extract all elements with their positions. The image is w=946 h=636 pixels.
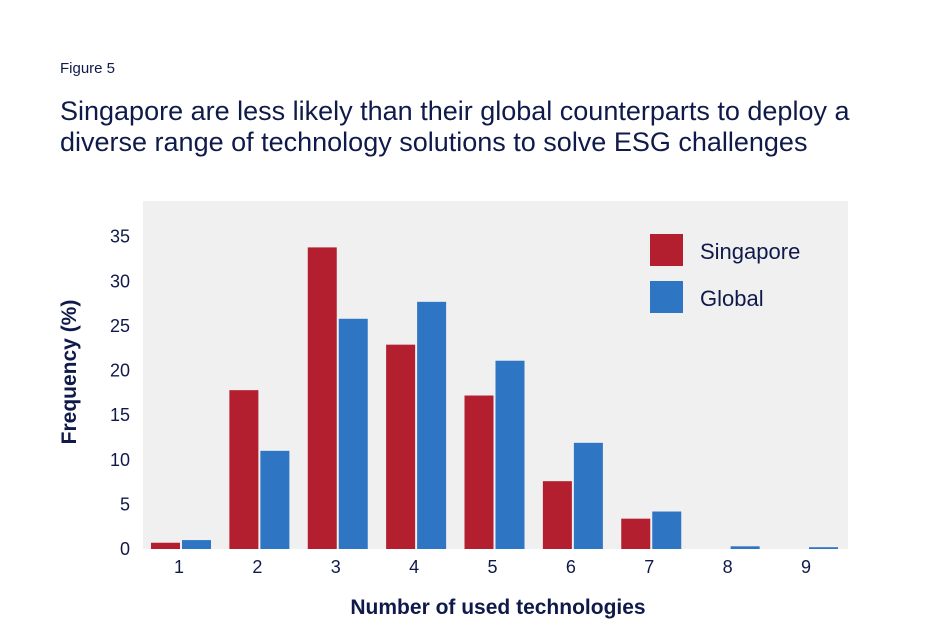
bar-singapore-5 bbox=[464, 395, 494, 549]
x-tick-label: 2 bbox=[252, 557, 262, 577]
y-tick-label: 20 bbox=[110, 361, 130, 381]
x-tick-label: 5 bbox=[487, 557, 497, 577]
y-tick-label: 25 bbox=[110, 316, 130, 336]
y-tick-label: 5 bbox=[120, 494, 130, 514]
chart-title: Singapore are less likely than their glo… bbox=[60, 96, 850, 157]
bar-global-9 bbox=[809, 547, 838, 549]
bar-global-1 bbox=[182, 540, 211, 549]
x-tick-label: 7 bbox=[644, 557, 654, 577]
bar-global-3 bbox=[338, 318, 368, 549]
x-tick-label: 9 bbox=[801, 557, 811, 577]
x-tick-label: 4 bbox=[409, 557, 419, 577]
x-tick-label: 8 bbox=[723, 557, 733, 577]
legend-label-global: Global bbox=[700, 286, 764, 311]
y-tick-label: 30 bbox=[110, 271, 130, 291]
x-axis-ticks: 1 2 3 4 5 6 7 8 9 bbox=[174, 557, 811, 577]
bar-global-7 bbox=[652, 511, 682, 549]
x-tick-label: 1 bbox=[174, 557, 184, 577]
legend-swatch-singapore bbox=[650, 234, 683, 266]
bars-group bbox=[151, 247, 838, 549]
bar-global-8 bbox=[730, 546, 760, 549]
bar-global-2 bbox=[260, 450, 290, 549]
bar-singapore-3 bbox=[307, 247, 337, 549]
y-tick-label: 15 bbox=[110, 405, 130, 425]
bar-global-6 bbox=[573, 442, 603, 549]
bar-singapore-7 bbox=[621, 518, 651, 549]
y-axis-title: Frequency (%) bbox=[58, 300, 81, 445]
legend: Singapore Global bbox=[650, 234, 800, 313]
bar-singapore-1 bbox=[151, 542, 180, 549]
bar-singapore-6 bbox=[542, 481, 572, 549]
bar-singapore-2 bbox=[229, 390, 259, 549]
y-tick-label: 10 bbox=[110, 450, 130, 470]
x-tick-label: 3 bbox=[331, 557, 341, 577]
bar-global-5 bbox=[495, 360, 525, 549]
bar-global-4 bbox=[417, 301, 447, 549]
legend-label-singapore: Singapore bbox=[700, 239, 800, 264]
y-tick-label: 0 bbox=[120, 539, 130, 559]
y-tick-label: 35 bbox=[110, 227, 130, 247]
x-tick-label: 6 bbox=[566, 557, 576, 577]
x-axis-title: Number of used technologies bbox=[350, 596, 645, 619]
figure-label: Figure 5 bbox=[60, 60, 116, 77]
bar-singapore-4 bbox=[386, 344, 416, 549]
legend-swatch-global bbox=[650, 281, 683, 313]
y-axis-ticks: 0 5 10 15 20 25 30 35 bbox=[110, 227, 130, 559]
